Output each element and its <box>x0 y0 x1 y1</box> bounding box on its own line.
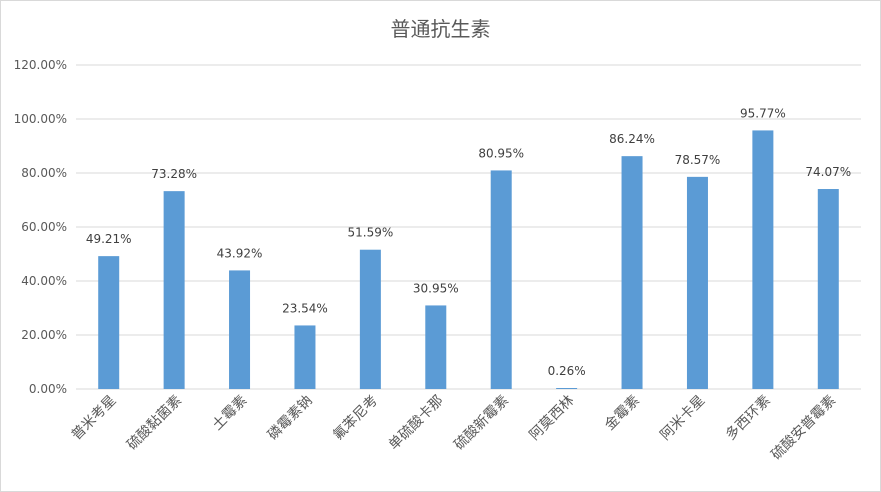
bar <box>686 176 708 389</box>
bar <box>425 305 447 389</box>
y-tick-label: 20.00% <box>21 328 67 342</box>
y-tick-label: 100.00% <box>14 112 67 126</box>
data-label: 74.07% <box>805 165 851 179</box>
x-tick-label: 磷霉素钠 <box>265 393 316 444</box>
x-tick-label: 氟苯尼考 <box>330 392 382 444</box>
x-tick-label: 金霉素 <box>602 393 643 434</box>
y-tick-label: 60.00% <box>21 220 67 234</box>
x-tick-label: 多西环素 <box>722 392 774 444</box>
x-tick-label: 普米考星 <box>69 393 120 444</box>
data-label: 80.95% <box>478 146 524 160</box>
data-label: 43.92% <box>217 246 263 260</box>
data-label: 23.54% <box>282 301 328 315</box>
x-tick-label: 硫酸黏菌素 <box>124 393 185 454</box>
y-tick-label: 40.00% <box>21 274 67 288</box>
x-tick-label: 阿米卡星 <box>657 393 708 444</box>
x-tick-label: 单硫酸卡那 <box>386 393 447 454</box>
data-label: 73.28% <box>151 167 197 181</box>
y-tick-label: 0.00% <box>29 382 67 396</box>
bar <box>359 249 381 389</box>
data-label: 0.26% <box>548 364 586 378</box>
bar <box>556 388 578 389</box>
x-tick-label: 硫酸安普霉素 <box>768 393 839 464</box>
bar <box>229 270 251 389</box>
data-label: 49.21% <box>86 232 132 246</box>
data-label: 51.59% <box>347 226 393 240</box>
x-tick-label: 阿莫西林 <box>527 393 578 444</box>
bar <box>163 191 185 389</box>
data-label: 30.95% <box>413 281 459 295</box>
chart-title: 普通抗生素 <box>390 17 491 41</box>
x-tick-label: 硫酸新霉素 <box>451 393 512 454</box>
bar <box>752 130 774 389</box>
bar <box>98 256 120 389</box>
bar <box>817 189 839 389</box>
data-label: 78.57% <box>675 153 721 167</box>
data-label: 86.24% <box>609 132 655 146</box>
bar <box>294 325 316 389</box>
bar <box>490 170 512 389</box>
y-tick-label: 80.00% <box>21 166 67 180</box>
bar <box>621 156 643 389</box>
y-tick-label: 120.00% <box>14 58 67 72</box>
x-tick-label: 土霉素 <box>209 393 250 434</box>
data-label: 95.77% <box>740 106 786 120</box>
